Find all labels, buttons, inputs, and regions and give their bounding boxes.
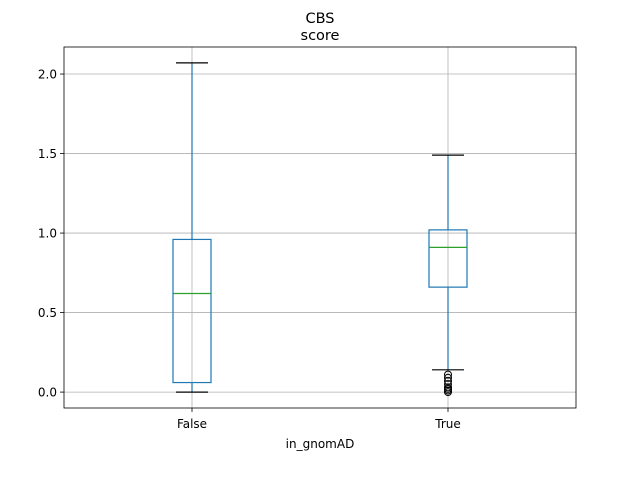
axes: 0.0 0.5 1.0 1.5 2.0 False True — [38, 68, 461, 431]
plot-area-frame — [63, 46, 577, 409]
iqr-box — [428, 229, 468, 288]
outlier-point — [444, 370, 452, 379]
y-tick-label: 0.0 — [38, 386, 57, 400]
box-group-true — [428, 154, 468, 397]
box-group-false — [172, 62, 212, 393]
x-tick-label: True — [434, 417, 461, 431]
chart-title: CBS — [305, 11, 334, 27]
y-tick-label: 1.5 — [38, 147, 57, 161]
outlier-point — [444, 383, 452, 392]
x-tick-label: False — [177, 417, 207, 431]
y-tick-label: 0.5 — [38, 306, 57, 320]
grid-lines — [64, 47, 576, 408]
outlier-point — [444, 376, 452, 385]
y-tick-label: 2.0 — [38, 68, 57, 82]
box-series — [172, 62, 468, 397]
iqr-box — [172, 238, 212, 384]
x-axis-label: in_gnomAD — [286, 437, 355, 451]
outlier-point — [444, 373, 452, 382]
y-tick-label: 1.0 — [38, 227, 57, 241]
outlier-point — [444, 380, 452, 389]
chart-subtitle: score — [301, 28, 340, 44]
